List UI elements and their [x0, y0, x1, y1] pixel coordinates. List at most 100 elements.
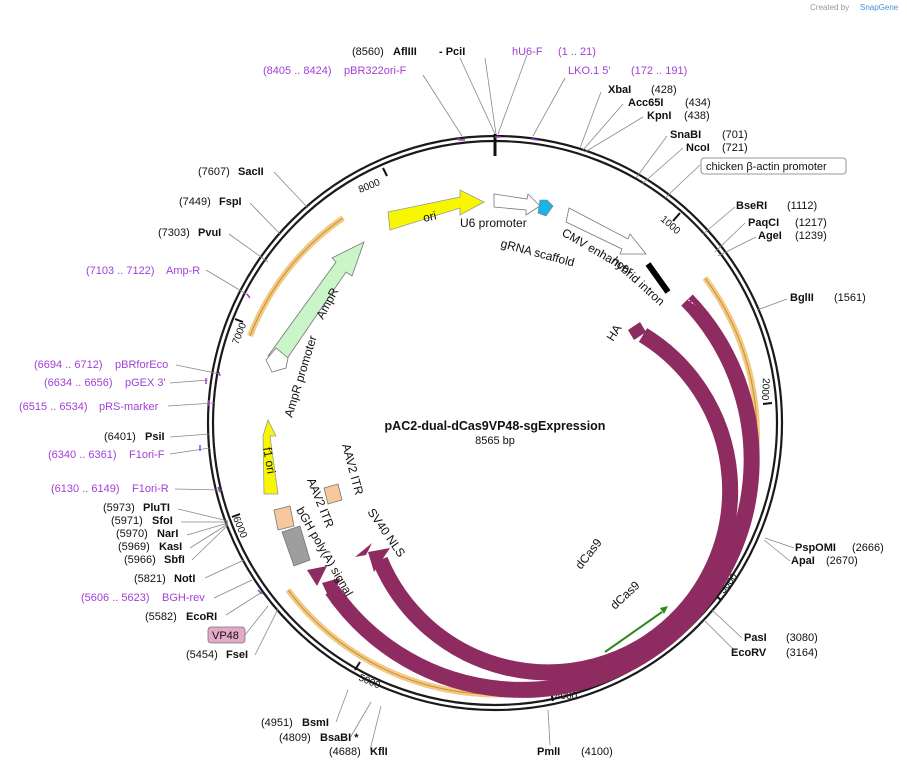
leader-ecoRV [703, 619, 737, 653]
chicken-beta-actin-promoter-box: chicken β-actin promoter [700, 157, 847, 175]
leader-pgex3 [169, 379, 209, 384]
enzyme-snaBI-name: SnaBI [670, 129, 701, 141]
dcas9-inner-split [540, 591, 546, 609]
enzyme-ecoRV-pos: (3164) [786, 647, 818, 659]
leader-pasI [711, 609, 743, 639]
primer-prs-marker-range: (6515 .. 6534) [19, 401, 88, 413]
enzyme-kpnI-name: KpnI [647, 110, 671, 122]
enzyme-acc65I-pos: (434) [685, 97, 711, 109]
vp48-box: VP48 [207, 626, 246, 644]
primer-amp-r-range: (7103 .. 7122) [86, 265, 155, 277]
green-orf-arrowhead [660, 606, 668, 614]
dcas9-inner-arc [372, 328, 739, 681]
hybrid-intron-bar [645, 262, 671, 294]
enzyme-bsaBI-pos: (4809) [279, 732, 311, 744]
sv40-nls-arrow [355, 543, 372, 557]
ha-tag [628, 322, 646, 340]
primer-pbrforeco-name: pBRforEco [115, 359, 168, 371]
enzyme-notI-name: NotI [174, 573, 195, 585]
primer-hu6f-name: hU6-F [512, 46, 543, 58]
enzyme-pasI-name: PasI [744, 632, 767, 644]
enzyme-pciI-name: - PciI [439, 46, 465, 58]
leader-snaBI [635, 135, 668, 179]
enzyme-snaBI-pos: (701) [722, 129, 748, 141]
vp48-box-label: VP48 [212, 630, 239, 642]
enzyme-fseI-pos: (5454) [186, 649, 218, 661]
cmv-enhancer-arrow [565, 207, 647, 255]
leader-aflIII [459, 57, 496, 135]
tick-6000-mark [231, 513, 241, 518]
enzyme-fspI-name: FspI [219, 196, 242, 208]
f1-ori-label: f1 ori [260, 446, 278, 475]
enzyme-pspOMI-name: PspOMI [795, 542, 836, 554]
enzyme-kasI-name: KasI [159, 541, 182, 553]
primer-bgh-rev-range: (5606 .. 5623) [81, 592, 150, 604]
leader-bsmI [335, 689, 349, 723]
enzyme-labels: (8560) AflIII - PciI XbaI (428) Acc65I (… [103, 46, 884, 758]
leader-sacII [273, 171, 309, 209]
enzyme-ageI-pos: (1239) [795, 230, 827, 242]
enzyme-sfoI-name: SfoI [152, 515, 173, 527]
primer-pbr322ori-range: (8405 .. 8424) [263, 65, 332, 77]
enzyme-ncoI-name: NcoI [686, 142, 710, 154]
enzyme-sacII-name: SacII [238, 166, 264, 178]
f1-ori-arrow [262, 418, 279, 495]
enzyme-ncoI-pos: (721) [722, 142, 748, 154]
tick-7000-mark [234, 318, 244, 323]
ori-label: ori [422, 208, 438, 224]
leader-bseRI [702, 206, 736, 235]
primer-mark-lko1 [530, 138, 538, 141]
tick-8000-mark [382, 167, 388, 177]
dcas9-outer-arrowhead [322, 578, 340, 604]
tick-4000: 4000 [555, 691, 578, 702]
enzyme-ecoRI-name: EcoRI [186, 611, 217, 623]
primer-mark-amp-r [246, 293, 251, 299]
leader-xbaI [579, 91, 602, 149]
primer-lko1-name: LKO.1 5' [568, 65, 610, 77]
tick-2000: 2000 [759, 378, 771, 401]
primer-pbr322ori-name: pBR322ori-F [344, 65, 407, 77]
enzyme-pasI-pos: (3080) [786, 632, 818, 644]
ha-label: HA [604, 322, 625, 344]
primer-hu6f-range: (1 .. 21) [558, 46, 596, 58]
leader-bglII [756, 298, 788, 311]
enzyme-bsmI-pos: (4951) [261, 717, 293, 729]
enzyme-bseRI-pos: (1112) [787, 200, 817, 212]
primer-prs-marker-name: pRS-marker [99, 401, 159, 413]
tick-1000: 1000 [658, 214, 682, 237]
ampr-arrow [267, 241, 365, 367]
green-orf-line [604, 611, 663, 653]
promoter-box-frame [700, 157, 847, 175]
enzyme-narI-name: NarI [157, 528, 178, 540]
leader-lines [167, 54, 795, 751]
enzyme-aflIII-pos: (8560) [352, 46, 384, 58]
leader-fseI [254, 608, 279, 656]
primer-labels: hU6-F (1 .. 21) LKO.1 5' (172 .. 191) (8… [19, 46, 687, 604]
leader-psiI [169, 433, 211, 438]
tick-7000: 7000 [231, 321, 250, 346]
enzyme-pvuI-pos: (7303) [158, 227, 190, 239]
enzyme-pmlI-pos: (4100) [581, 746, 613, 758]
enzyme-pspOMI-pos: (2666) [852, 542, 884, 554]
dcas9-outer-split [566, 639, 572, 657]
enzyme-aflIII-name: AflIII [393, 46, 417, 58]
leader-prs-marker [167, 402, 215, 407]
ampr-promoter-arrow [265, 347, 289, 373]
tick-2000-mark [762, 402, 773, 405]
enzyme-fseI-name: FseI [226, 649, 248, 661]
leader-f1ori-f [169, 447, 211, 455]
leader-hu6f [497, 54, 528, 135]
leader-promoter [664, 164, 701, 199]
leader-narI [186, 522, 229, 536]
enzyme-ageI-name: AgeI [758, 230, 782, 242]
dcas9-inner-label: dCas9 [572, 536, 605, 572]
backbone [206, 134, 784, 712]
enzyme-paqCI-name: PaqCI [748, 217, 779, 229]
promoter-box-label: chicken β-actin promoter [706, 161, 827, 173]
leader-sbfI [191, 524, 229, 561]
primer-mark-pbrforeco [218, 371, 221, 377]
u6-promoter-label: U6 promoter [460, 216, 527, 230]
enzyme-sbfI-name: SbfI [164, 554, 185, 566]
plasmid-length: 8565 bp [475, 435, 515, 447]
enzyme-bsmI-name: BsmI [302, 717, 329, 729]
